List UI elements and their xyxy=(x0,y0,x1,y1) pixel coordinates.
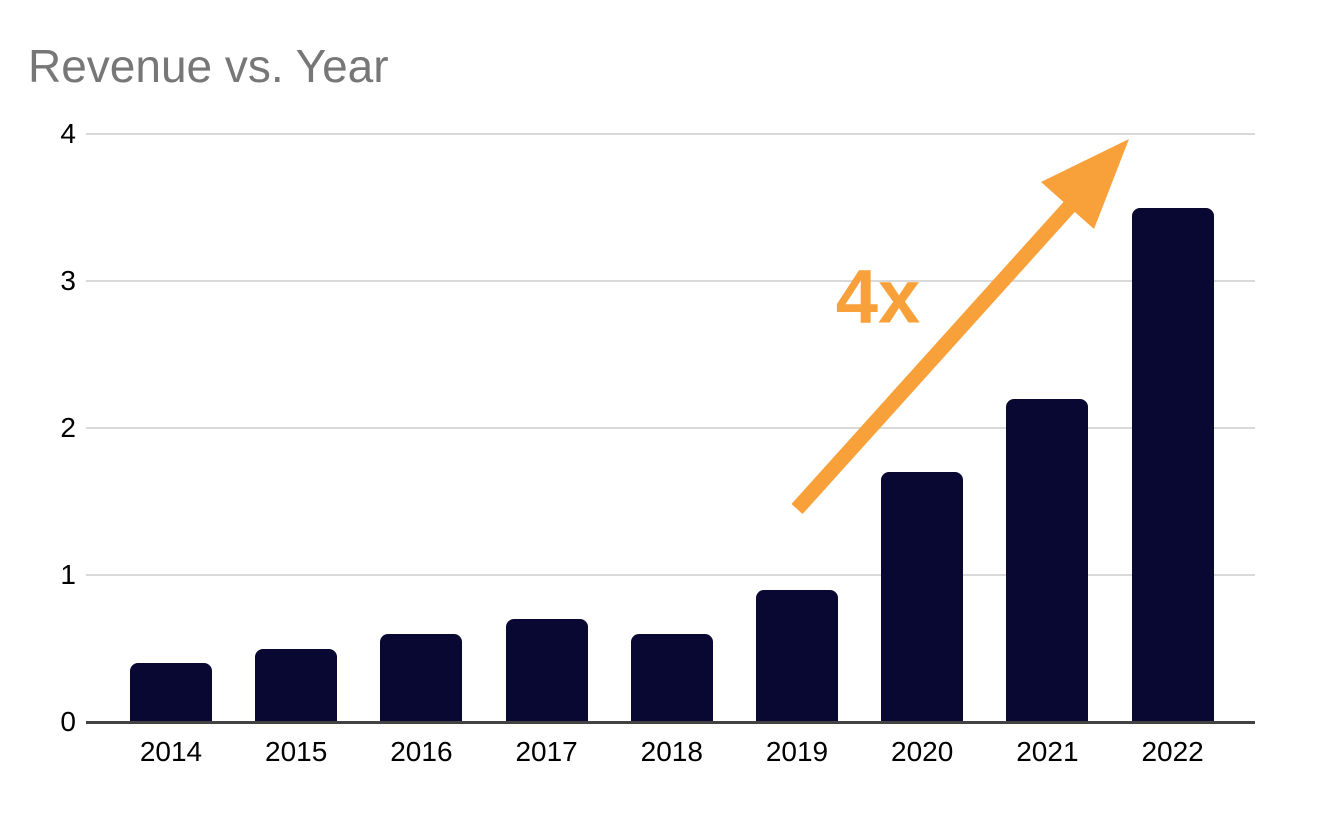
bar-2021 xyxy=(1006,398,1089,722)
y-tick-label-2: 2 xyxy=(60,412,76,443)
bar-2014 xyxy=(130,663,212,722)
x-tick-label-2016: 2016 xyxy=(390,736,453,767)
bar-2015 xyxy=(255,648,338,722)
gridline-2 xyxy=(86,427,1255,429)
x-tick-label-2019: 2019 xyxy=(765,736,829,767)
growth-annotation: 4x xyxy=(835,254,921,340)
x-tick-label-2022: 2022 xyxy=(1141,736,1204,767)
x-axis-line xyxy=(86,721,1255,724)
gridline-3 xyxy=(86,280,1255,282)
growth-arrow-shaft xyxy=(791,200,1076,515)
x-tick-label-2018: 2018 xyxy=(640,736,703,767)
bar-2018 xyxy=(630,633,713,722)
y-tick-label-1: 1 xyxy=(60,559,76,590)
bar-2020 xyxy=(881,472,964,722)
gridline-1 xyxy=(86,574,1255,576)
growth-arrow-head xyxy=(1041,139,1129,229)
chart-title: Revenue vs. Year xyxy=(28,40,389,92)
x-tick-label-2021: 2021 xyxy=(1016,736,1079,767)
x-tick-label-2017: 2017 xyxy=(515,736,578,767)
y-tick-label-0: 0 xyxy=(60,706,76,737)
y-tick-label-3: 3 xyxy=(60,265,76,296)
x-tick-label-2014: 2014 xyxy=(139,736,203,767)
bar-2022 xyxy=(1131,207,1214,722)
bar-2016 xyxy=(380,633,463,722)
gridline-4 xyxy=(86,133,1255,135)
x-tick-label-2020: 2020 xyxy=(891,736,954,767)
x-tick-label-2015: 2015 xyxy=(265,736,328,767)
y-tick-label-4: 4 xyxy=(60,118,76,149)
bar-2019 xyxy=(756,589,838,722)
bar-2017 xyxy=(505,619,588,722)
